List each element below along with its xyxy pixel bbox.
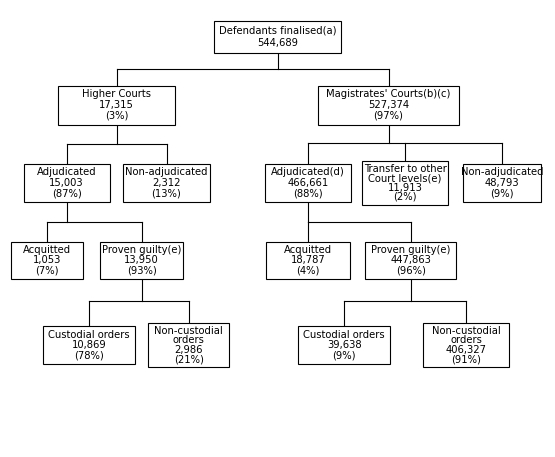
Text: (97%): (97%) bbox=[374, 111, 403, 121]
Text: (91%): (91%) bbox=[451, 354, 481, 364]
Text: 13,950: 13,950 bbox=[124, 255, 159, 266]
Text: 406,327: 406,327 bbox=[446, 345, 487, 355]
Text: 527,374: 527,374 bbox=[368, 100, 409, 110]
FancyBboxPatch shape bbox=[365, 242, 456, 279]
Text: Non-custodial: Non-custodial bbox=[154, 326, 223, 336]
Text: Magistrates' Courts(b)(c): Magistrates' Courts(b)(c) bbox=[326, 89, 451, 99]
Text: Custodial orders: Custodial orders bbox=[303, 329, 385, 340]
Text: Proven guilty(e): Proven guilty(e) bbox=[102, 245, 181, 255]
Text: 1,053: 1,053 bbox=[33, 255, 62, 266]
Text: Transfer to other: Transfer to other bbox=[364, 164, 447, 174]
Text: Proven guilty(e): Proven guilty(e) bbox=[371, 245, 451, 255]
Text: (9%): (9%) bbox=[332, 351, 356, 361]
Text: Court levels(e): Court levels(e) bbox=[369, 173, 442, 183]
Text: (2%): (2%) bbox=[393, 192, 417, 202]
FancyBboxPatch shape bbox=[58, 86, 175, 124]
Text: Acquitted: Acquitted bbox=[284, 245, 332, 255]
Text: 39,638: 39,638 bbox=[327, 340, 361, 350]
Text: 447,863: 447,863 bbox=[390, 255, 431, 266]
Text: (7%): (7%) bbox=[36, 266, 59, 276]
Text: (4%): (4%) bbox=[296, 266, 320, 276]
Text: 11,913: 11,913 bbox=[388, 182, 422, 192]
FancyBboxPatch shape bbox=[362, 161, 448, 205]
Text: 2,986: 2,986 bbox=[174, 345, 203, 355]
Text: Adjudicated(d): Adjudicated(d) bbox=[271, 167, 345, 177]
FancyBboxPatch shape bbox=[123, 164, 209, 202]
Text: (78%): (78%) bbox=[74, 351, 104, 361]
Text: Adjudicated: Adjudicated bbox=[37, 167, 97, 177]
Text: Non-adjudicated: Non-adjudicated bbox=[125, 167, 208, 177]
FancyBboxPatch shape bbox=[11, 242, 83, 279]
Text: (3%): (3%) bbox=[105, 111, 128, 121]
Text: (13%): (13%) bbox=[152, 188, 181, 198]
FancyBboxPatch shape bbox=[43, 326, 135, 364]
Text: (88%): (88%) bbox=[293, 188, 323, 198]
Text: 544,689: 544,689 bbox=[257, 38, 298, 48]
Text: 17,315: 17,315 bbox=[99, 100, 134, 110]
Text: 15,003: 15,003 bbox=[49, 178, 84, 188]
Text: Non-adjudicated: Non-adjudicated bbox=[461, 167, 543, 177]
Text: 48,793: 48,793 bbox=[485, 178, 519, 188]
Text: 2,312: 2,312 bbox=[152, 178, 181, 188]
FancyBboxPatch shape bbox=[100, 242, 183, 279]
FancyBboxPatch shape bbox=[23, 164, 110, 202]
Text: Custodial orders: Custodial orders bbox=[48, 329, 130, 340]
Text: (9%): (9%) bbox=[491, 188, 514, 198]
Text: 10,869: 10,869 bbox=[72, 340, 106, 350]
Text: 466,661: 466,661 bbox=[287, 178, 329, 188]
Text: Non-custodial: Non-custodial bbox=[432, 326, 501, 336]
Text: Defendants finalised(a): Defendants finalised(a) bbox=[219, 26, 336, 35]
Text: (96%): (96%) bbox=[396, 266, 426, 276]
FancyBboxPatch shape bbox=[214, 21, 341, 53]
Text: (87%): (87%) bbox=[52, 188, 82, 198]
FancyBboxPatch shape bbox=[317, 86, 460, 124]
Text: orders: orders bbox=[173, 335, 205, 345]
FancyBboxPatch shape bbox=[266, 242, 350, 279]
FancyBboxPatch shape bbox=[149, 324, 229, 367]
Text: (21%): (21%) bbox=[174, 354, 204, 364]
FancyBboxPatch shape bbox=[463, 164, 541, 202]
Text: (93%): (93%) bbox=[127, 266, 157, 276]
Text: Higher Courts: Higher Courts bbox=[82, 89, 151, 99]
FancyBboxPatch shape bbox=[299, 326, 390, 364]
Text: orders: orders bbox=[450, 335, 482, 345]
FancyBboxPatch shape bbox=[423, 324, 509, 367]
Text: 18,787: 18,787 bbox=[291, 255, 325, 266]
FancyBboxPatch shape bbox=[265, 164, 351, 202]
Text: Acquitted: Acquitted bbox=[23, 245, 71, 255]
